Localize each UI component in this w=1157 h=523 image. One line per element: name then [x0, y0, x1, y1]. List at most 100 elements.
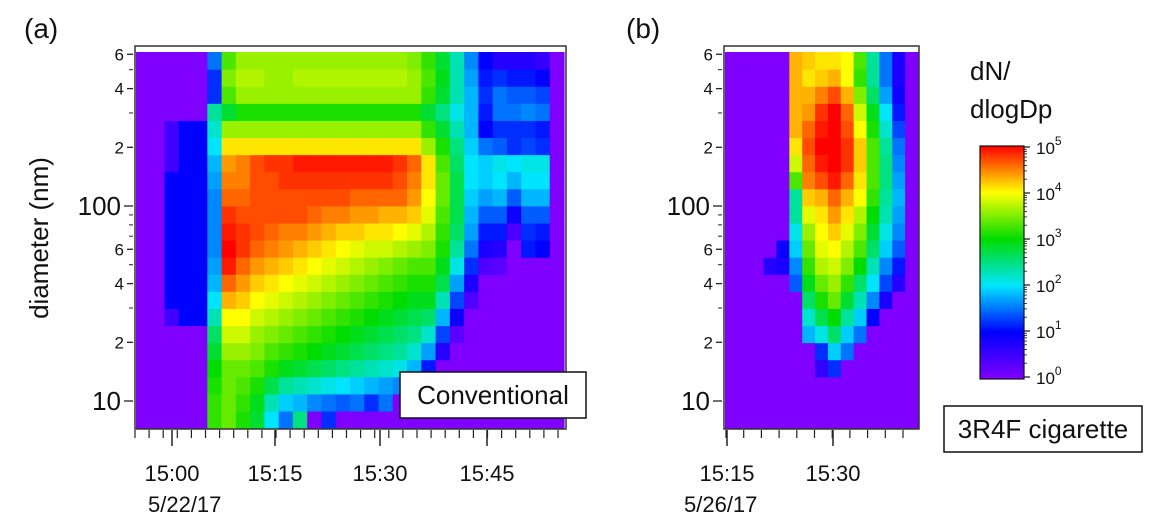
heatmap-cell	[840, 103, 855, 121]
heatmap-cell	[278, 342, 294, 361]
heatmap-cell	[776, 103, 790, 121]
heatmap-cell	[421, 171, 437, 190]
heatmap-cell	[278, 325, 294, 344]
heatmap-cell	[435, 188, 451, 207]
heatmap-cell	[150, 69, 166, 87]
heatmap-cell	[164, 240, 180, 258]
heatmap-cell	[392, 257, 408, 275]
heatmap-cell	[378, 410, 394, 429]
heatmap-cell	[725, 69, 739, 87]
heatmap-cell	[364, 86, 380, 104]
heatmap-cell	[776, 120, 790, 139]
heatmap-cell	[492, 325, 508, 344]
heatmap-cell	[221, 291, 237, 309]
heatmap-cell	[307, 69, 323, 87]
heatmap-cell	[750, 205, 765, 224]
heatmap-cell	[307, 410, 323, 429]
heatmap-cell	[802, 222, 816, 241]
heatmap-cell	[292, 205, 308, 224]
heatmap-cell	[364, 325, 380, 344]
heatmap-cell	[449, 222, 465, 241]
heatmap-cell	[392, 308, 408, 327]
heatmap-cell	[178, 359, 194, 378]
heatmap-cell	[763, 154, 778, 173]
heatmap-cell	[866, 325, 880, 344]
heatmap-cell	[879, 257, 893, 275]
heatmap-cell	[521, 274, 537, 292]
heatmap-cell	[378, 359, 394, 378]
heatmap-cell	[378, 154, 394, 173]
heatmap-cell	[292, 308, 308, 327]
heatmap-cell	[335, 291, 351, 309]
heatmap-cell	[535, 222, 551, 241]
heatmap-cell	[905, 86, 919, 104]
heatmap-cell	[879, 274, 893, 292]
heatmap-cell	[407, 274, 422, 292]
heatmap-cell	[879, 86, 893, 104]
heatmap-cell	[506, 274, 522, 292]
heatmap-cell	[827, 393, 842, 412]
heatmap-cell	[136, 376, 151, 395]
heatmap-cell	[464, 188, 479, 207]
colorbar-tick-exponent: 0	[1055, 364, 1062, 378]
heatmap-cell	[750, 86, 765, 104]
heatmap-cell	[725, 308, 739, 327]
heatmap-cell	[221, 103, 237, 121]
heatmap-cell	[737, 69, 752, 87]
heatmap-cell	[264, 359, 280, 378]
heatmap-cell	[178, 188, 194, 207]
heatmap-cell	[737, 393, 752, 412]
heatmap-cell	[421, 188, 437, 207]
heatmap-cell	[221, 410, 237, 429]
heatmap-cell	[725, 376, 739, 395]
heatmap-cell	[350, 359, 365, 378]
heatmap-cell	[378, 274, 394, 292]
heatmap-cell	[535, 103, 551, 121]
heatmap-cell	[449, 205, 465, 224]
y-axis-b-tick-label: 6	[704, 240, 713, 259]
heatmap-cell	[827, 410, 842, 429]
heatmap-cell	[235, 257, 251, 275]
colorbar-tick-exponent: 1	[1055, 318, 1062, 332]
heatmap-cell	[350, 274, 365, 292]
heatmap-cell	[292, 291, 308, 309]
heatmap-cell	[464, 325, 479, 344]
x-axis-a-tick-label: 15:00	[144, 461, 199, 486]
heatmap-cell	[776, 376, 790, 395]
heatmap-cell	[364, 154, 380, 173]
heatmap-cell	[392, 188, 408, 207]
heatmap-cell	[407, 188, 422, 207]
heatmap-cell	[892, 308, 906, 327]
heatmap-cell	[478, 240, 494, 258]
heatmap-cell	[278, 69, 294, 87]
heatmap-cell	[207, 376, 223, 395]
heatmap-cell	[866, 359, 880, 378]
heatmap-cell	[136, 257, 151, 275]
heatmap-cell	[763, 171, 778, 190]
heatmap-cell	[492, 240, 508, 258]
heatmap-b	[725, 52, 919, 429]
y-axis-b: 10 2 4 6 100 2 4 6	[667, 45, 722, 416]
heatmap-cell	[478, 205, 494, 224]
heatmap-cell	[221, 325, 237, 344]
heatmap-cell	[164, 376, 180, 395]
heatmap-cell	[364, 291, 380, 309]
heatmap-cell	[725, 137, 739, 156]
y-axis-a-tick-label: 6	[115, 240, 124, 259]
heatmap-cell	[207, 410, 223, 429]
heatmap-cell	[335, 274, 351, 292]
heatmap-cell	[521, 86, 537, 104]
heatmap-cell	[136, 154, 151, 173]
x-axis-a: 15:00 15:15 15:30 15:45	[134, 430, 559, 486]
heatmap-cell	[292, 188, 308, 207]
heatmap-cell	[776, 359, 790, 378]
heatmap-cell	[136, 325, 151, 344]
heatmap-cell	[264, 257, 280, 275]
heatmap-cell	[392, 240, 408, 258]
heatmap-cell	[840, 308, 855, 327]
heatmap-cell	[853, 274, 868, 292]
heatmap-cell	[392, 205, 408, 224]
heatmap-cell	[207, 359, 223, 378]
heatmap-cell	[207, 137, 223, 156]
